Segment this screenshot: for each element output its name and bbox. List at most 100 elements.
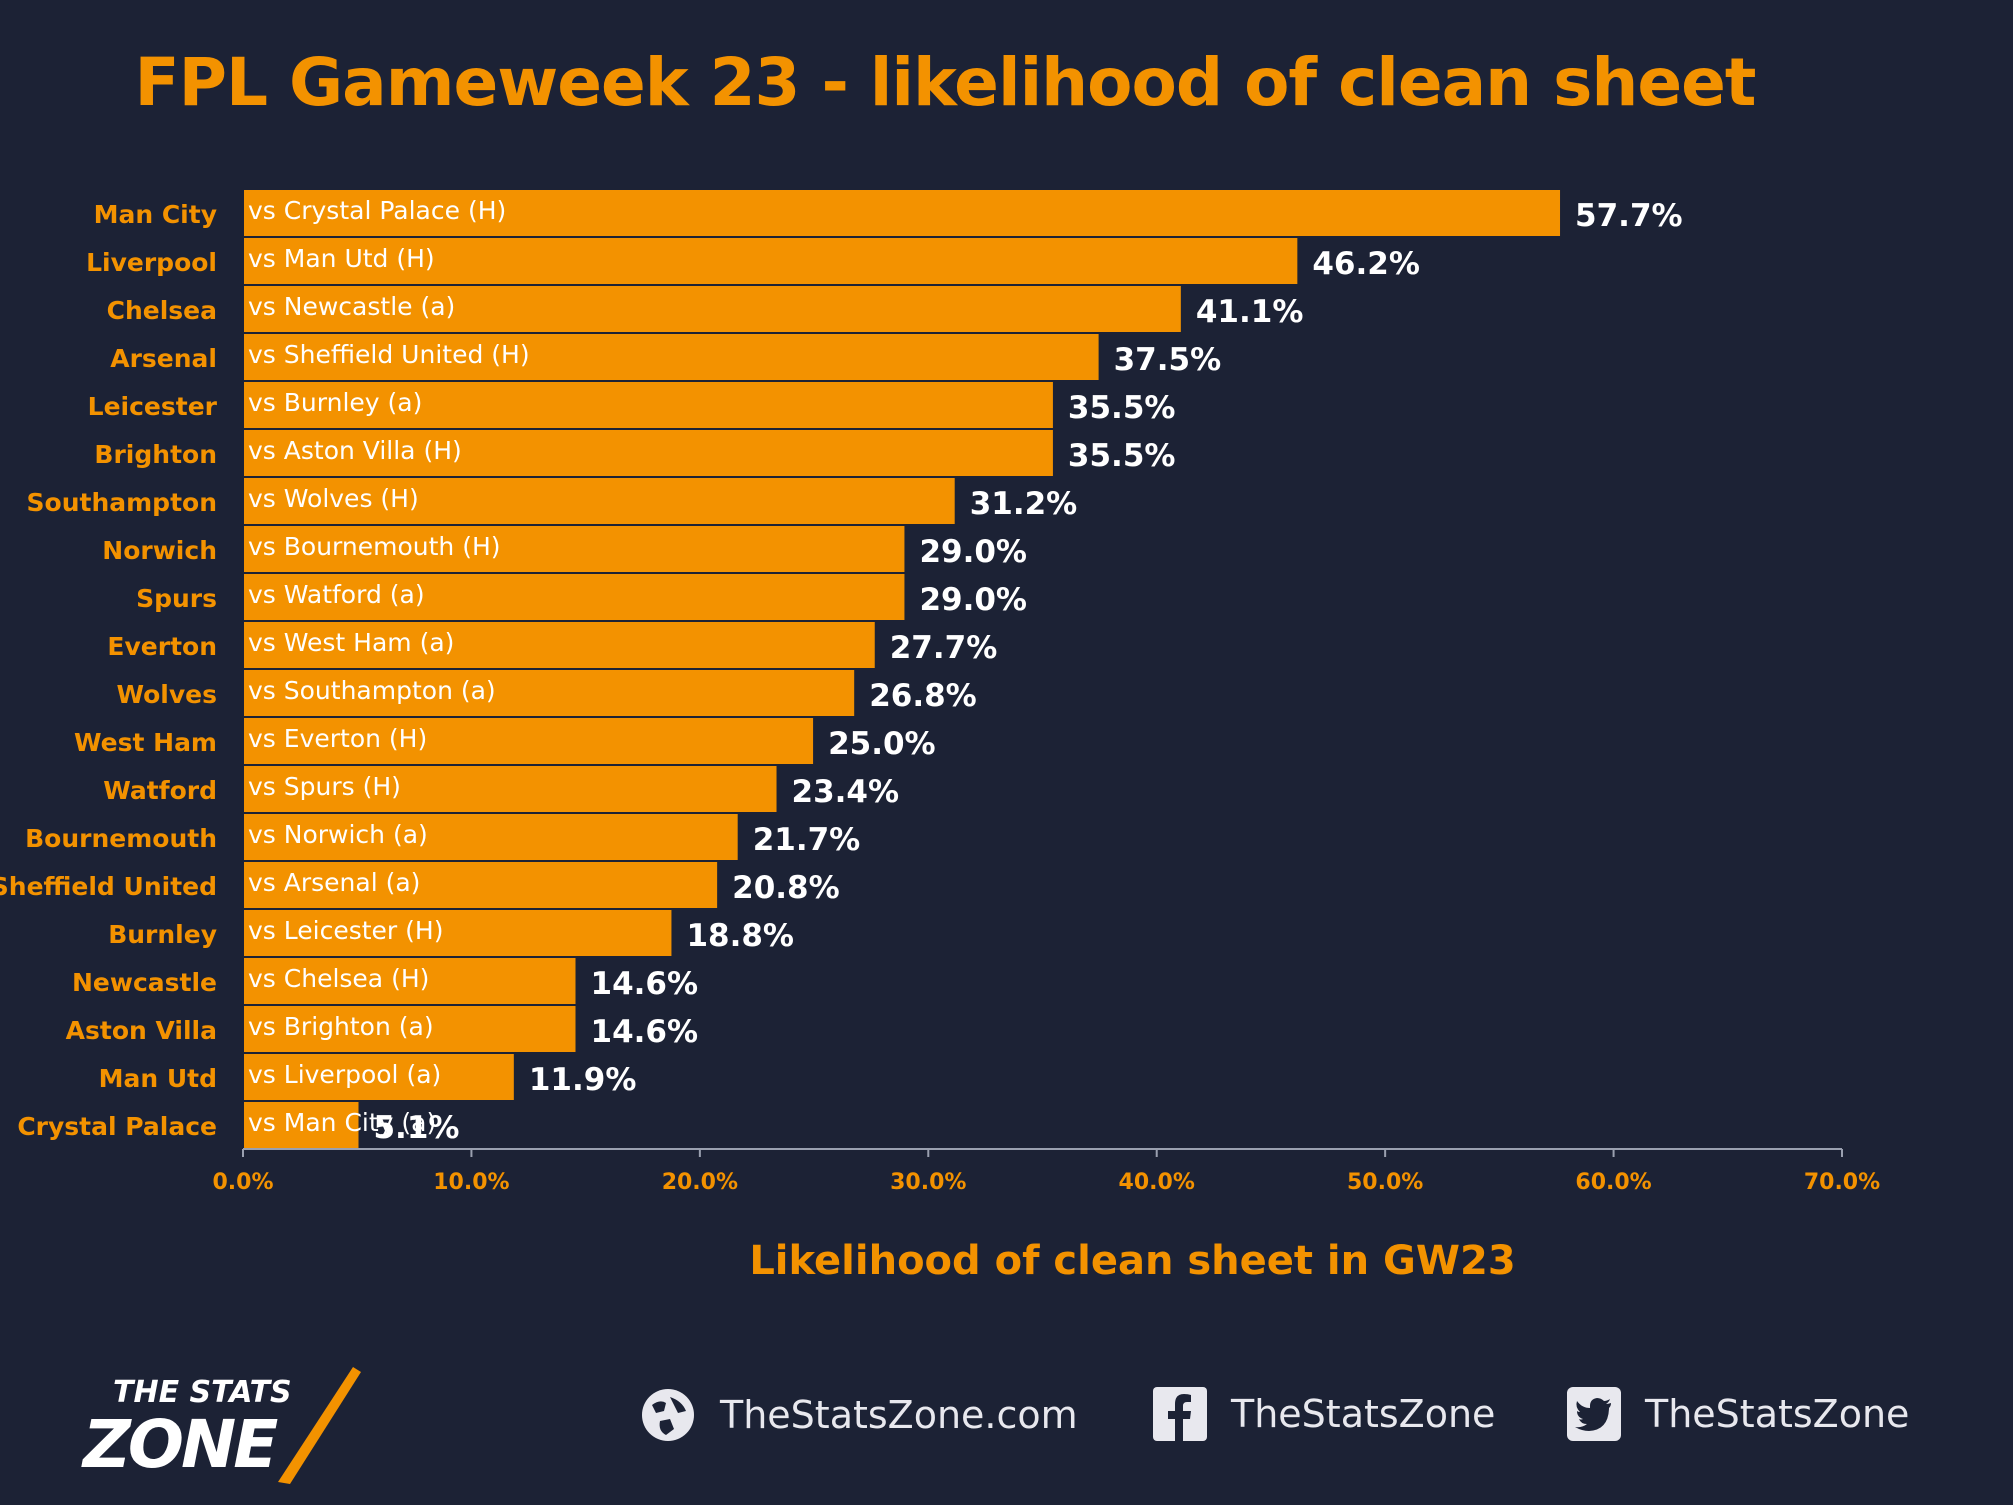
bar-aston-villa [242, 1004, 578, 1054]
bar-burnley [242, 908, 674, 958]
team-label-arsenal: Arsenal [110, 344, 217, 373]
fixture-label-leicester: vs Burnley (a) [248, 388, 422, 417]
team-label-liverpool: Liverpool [86, 248, 217, 277]
x-tick-label: 10.0% [433, 1170, 509, 1195]
team-label-sheffield-united: Sheffield United [0, 872, 217, 901]
x-tick-label: 60.0% [1575, 1170, 1651, 1195]
fixture-label-crystal-palace: vs Man City (a) [248, 1108, 436, 1137]
twitter-text: TheStatsZone [1645, 1392, 1910, 1436]
bar-man-utd [242, 1052, 516, 1102]
x-tick-label: 50.0% [1347, 1170, 1423, 1195]
fixture-label-wolves: vs Southampton (a) [248, 676, 496, 705]
fixture-label-west-ham: vs Everton (H) [248, 724, 427, 753]
team-label-west-ham: West Ham [74, 728, 217, 757]
value-label-man-city: 57.7% [1575, 198, 1683, 234]
team-label-burnley: Burnley [108, 920, 217, 949]
x-tick-label: 40.0% [1119, 1170, 1195, 1195]
bar-chart: Man City vs Crystal Palace (H) 57.7% Liverp… [0, 188, 1880, 1284]
value-label-brighton: 35.5% [1068, 438, 1176, 474]
value-label-norwich: 29.0% [919, 534, 1027, 570]
fixture-label-watford: vs Spurs (H) [248, 772, 401, 801]
value-label-aston-villa: 14.6% [591, 1014, 699, 1050]
stats-zone-logo: THE STATS ZONE [81, 1367, 361, 1484]
x-tick-label: 20.0% [662, 1170, 738, 1195]
team-label-southampton: Southampton [27, 488, 217, 517]
team-label-aston-villa: Aston Villa [66, 1016, 217, 1045]
team-label-everton: Everton [107, 632, 217, 661]
fixture-label-chelsea: vs Newcastle (a) [248, 292, 455, 321]
twitter-icon [1567, 1387, 1621, 1441]
fixture-label-brighton: vs Aston Villa (H) [248, 436, 462, 465]
fixture-label-liverpool: vs Man Utd (H) [248, 244, 435, 273]
team-label-wolves: Wolves [116, 680, 217, 709]
chart-title: FPL Gameweek 23 - likelihood of clean sh… [134, 44, 1757, 121]
fixture-label-southampton: vs Wolves (H) [248, 484, 419, 513]
fixture-label-norwich: vs Bournemouth (H) [248, 532, 501, 561]
bar-southampton [242, 476, 957, 526]
bar-sheffield-united [242, 860, 720, 910]
value-label-bournemouth: 21.7% [753, 822, 861, 858]
x-axis-label: Likelihood of clean sheet in GW23 [749, 1238, 1515, 1284]
value-label-crystal-palace: 5.1% [373, 1110, 459, 1146]
value-label-west-ham: 25.0% [828, 726, 936, 762]
bar-west-ham [242, 716, 816, 766]
twitter-link[interactable]: TheStatsZone [1567, 1387, 1909, 1441]
value-label-leicester: 35.5% [1068, 390, 1176, 426]
svg-text:THE STATS: THE STATS [113, 1375, 292, 1410]
team-label-man-city: Man City [94, 200, 217, 229]
value-label-spurs: 29.0% [919, 582, 1027, 618]
fixture-label-spurs: vs Watford (a) [248, 580, 425, 609]
team-label-leicester: Leicester [88, 392, 218, 421]
fixture-label-everton: vs West Ham (a) [248, 628, 454, 657]
bar-bournemouth [242, 812, 740, 862]
value-label-chelsea: 41.1% [1196, 294, 1304, 330]
fixture-label-man-utd: vs Liverpool (a) [248, 1060, 441, 1089]
team-label-brighton: Brighton [94, 440, 217, 469]
value-label-southampton: 31.2% [970, 486, 1078, 522]
team-label-norwich: Norwich [102, 536, 217, 565]
bar-spurs [242, 572, 907, 622]
value-label-watford: 23.4% [792, 774, 900, 810]
globe-icon [642, 1389, 694, 1441]
team-label-chelsea: Chelsea [107, 296, 217, 325]
value-label-arsenal: 37.5% [1114, 342, 1222, 378]
bar-man-city [242, 188, 1563, 238]
value-label-burnley: 18.8% [686, 918, 794, 954]
fixture-label-newcastle: vs Chelsea (H) [248, 964, 429, 993]
facebook-text: TheStatsZone [1231, 1392, 1496, 1436]
bar-crystal-palace [242, 1100, 361, 1150]
team-label-newcastle: Newcastle [72, 968, 217, 997]
value-label-man-utd: 11.9% [529, 1062, 637, 1098]
x-tick-label: 30.0% [890, 1170, 966, 1195]
value-label-everton: 27.7% [890, 630, 998, 666]
website-text: TheStatsZone.com [720, 1393, 1078, 1437]
value-label-wolves: 26.8% [869, 678, 977, 714]
team-label-crystal-palace: Crystal Palace [17, 1112, 217, 1141]
value-label-liverpool: 46.2% [1312, 246, 1420, 282]
footer: THE STATS ZONE TheStatsZone.com TheStats… [0, 1335, 2013, 1505]
bar-chelsea [242, 284, 1183, 334]
bar-watford [242, 764, 779, 814]
fixture-label-sheffield-united: vs Arsenal (a) [248, 868, 420, 897]
team-label-spurs: Spurs [136, 584, 217, 613]
website-link[interactable]: TheStatsZone.com [640, 1387, 1078, 1443]
x-tick-label: 70.0% [1804, 1170, 1880, 1195]
bar-newcastle [242, 956, 578, 1006]
value-label-newcastle: 14.6% [591, 966, 699, 1002]
fixture-label-bournemouth: vs Norwich (a) [248, 820, 428, 849]
value-label-sheffield-united: 20.8% [732, 870, 840, 906]
fixture-label-aston-villa: vs Brighton (a) [248, 1012, 434, 1041]
x-tick-label: 0.0% [212, 1170, 273, 1195]
facebook-link[interactable]: TheStatsZone [1153, 1387, 1495, 1441]
team-label-man-utd: Man Utd [99, 1064, 217, 1093]
svg-text:ZONE: ZONE [81, 1406, 278, 1483]
team-label-bournemouth: Bournemouth [25, 824, 217, 853]
bar-everton [242, 620, 877, 670]
fixture-label-man-city: vs Crystal Palace (H) [248, 196, 506, 225]
bar-liverpool [242, 236, 1300, 286]
bar-norwich [242, 524, 907, 574]
fixture-label-arsenal: vs Sheffield United (H) [248, 340, 530, 369]
facebook-icon [1153, 1387, 1207, 1441]
fixture-label-burnley: vs Leicester (H) [248, 916, 443, 945]
team-label-watford: Watford [103, 776, 217, 805]
